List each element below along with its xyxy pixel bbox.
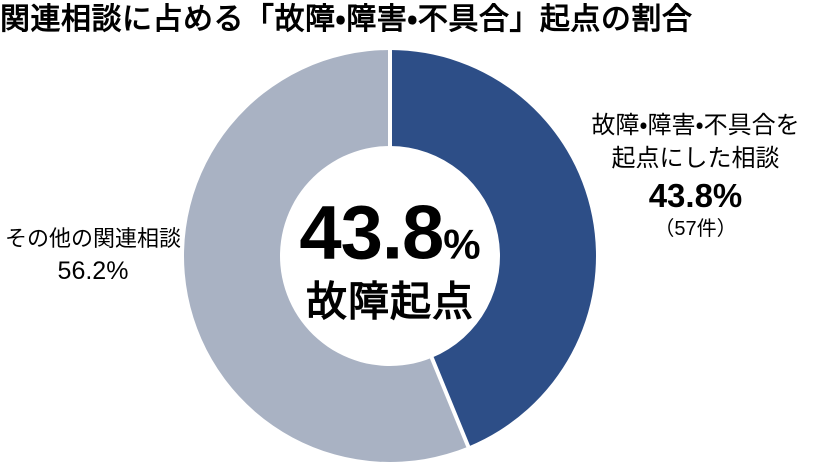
donut-slice-1 [184, 50, 469, 462]
chart-title: 関連相談に占める「故障・障害・不具合」起点の割合 [0, 3, 693, 36]
center-percent-value: 43.8% [275, 195, 505, 271]
fault-slice-label: 故障・障害・不具合を 起点にした相談 43.8% （57件） [572, 110, 819, 241]
other-slice-label-text: その他の関連相談 [4, 226, 181, 251]
donut-center-label: 43.8% 故障起点 [275, 195, 505, 324]
donut-slice-0 [390, 50, 597, 447]
fault-slice-count: （57件） [654, 218, 737, 241]
slice-gap-line-1 [424, 344, 472, 452]
center-caption: 故障起点 [306, 278, 474, 325]
fault-slice-label-line1: 故障・障害・不具合を [591, 112, 800, 139]
percent-sign: % [443, 220, 481, 268]
fault-slice-percent: 43.8% [648, 177, 743, 215]
other-slice-label: その他の関連相談 56.2% [0, 224, 186, 288]
center-percent-number: 43.8 [299, 190, 444, 276]
other-slice-percent: 56.2% [57, 257, 129, 286]
fault-slice-label-line2: 起点にした相談 [611, 144, 780, 172]
